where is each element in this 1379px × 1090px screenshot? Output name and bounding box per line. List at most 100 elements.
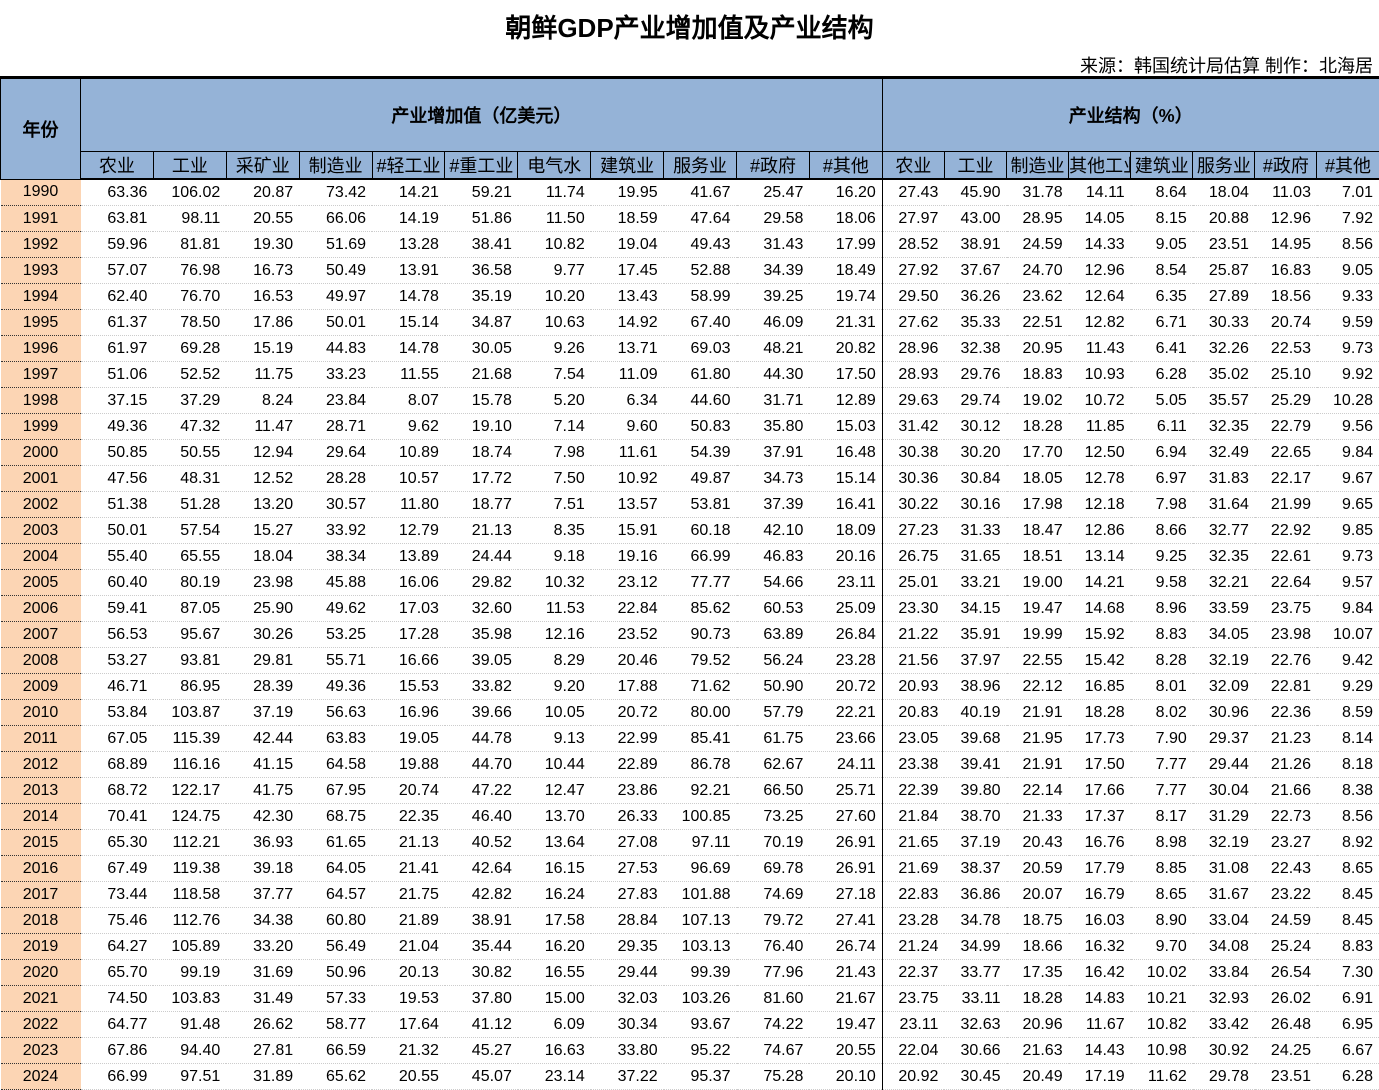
value-cell: 25.47 (737, 179, 810, 206)
value-cell: 47.64 (664, 206, 737, 232)
value-cell: 92.21 (664, 778, 737, 804)
value-cell: 18.05 (1007, 466, 1069, 492)
value-cell: 32.35 (1193, 544, 1255, 570)
value-cell: 35.80 (737, 414, 810, 440)
value-cell: 87.05 (153, 596, 226, 622)
value-cell: 35.91 (944, 622, 1006, 648)
value-cell: 20.96 (1007, 1012, 1069, 1038)
value-cell: 12.47 (518, 778, 591, 804)
value-cell: 29.63 (882, 388, 944, 414)
value-cell: 6.91 (1317, 986, 1379, 1012)
value-cell: 53.25 (299, 622, 372, 648)
value-cell: 15.42 (1069, 648, 1131, 674)
value-cell: 10.28 (1317, 388, 1379, 414)
value-cell: 103.83 (153, 986, 226, 1012)
value-cell: 21.56 (882, 648, 944, 674)
value-cell: 6.35 (1131, 284, 1193, 310)
value-cell: 5.05 (1131, 388, 1193, 414)
value-cell: 24.70 (1007, 258, 1069, 284)
value-cell: 16.20 (518, 934, 591, 960)
year-cell: 2022 (1, 1012, 81, 1038)
value-cell: 29.44 (1193, 752, 1255, 778)
value-cell: 10.98 (1131, 1038, 1193, 1064)
value-cell: 12.89 (809, 388, 882, 414)
column-header: #政府 (1255, 152, 1317, 180)
value-cell: 19.53 (372, 986, 445, 1012)
value-cell: 13.43 (591, 284, 664, 310)
value-cell: 63.36 (81, 179, 154, 206)
value-cell: 17.79 (1069, 856, 1131, 882)
year-cell: 2003 (1, 518, 81, 544)
value-cell: 21.95 (1007, 726, 1069, 752)
value-cell: 31.71 (737, 388, 810, 414)
value-cell: 44.78 (445, 726, 518, 752)
value-cell: 22.37 (882, 960, 944, 986)
value-cell: 9.67 (1317, 466, 1379, 492)
year-cell: 2012 (1, 752, 81, 778)
value-cell: 48.21 (737, 336, 810, 362)
value-cell: 12.52 (226, 466, 299, 492)
column-header: 采矿业 (226, 152, 299, 180)
value-cell: 101.88 (664, 882, 737, 908)
value-cell: 44.70 (445, 752, 518, 778)
value-cell: 28.93 (882, 362, 944, 388)
value-cell: 38.34 (299, 544, 372, 570)
value-cell: 18.04 (226, 544, 299, 570)
value-cell: 8.65 (1317, 856, 1379, 882)
value-cell: 56.53 (81, 622, 154, 648)
value-cell: 22.51 (1007, 310, 1069, 336)
value-cell: 50.01 (81, 518, 154, 544)
year-cell: 1995 (1, 310, 81, 336)
value-cell: 28.71 (299, 414, 372, 440)
year-cell: 2016 (1, 856, 81, 882)
value-cell: 10.63 (518, 310, 591, 336)
value-cell: 11.50 (518, 206, 591, 232)
value-cell: 61.37 (81, 310, 154, 336)
value-cell: 79.72 (737, 908, 810, 934)
value-cell: 42.82 (445, 882, 518, 908)
column-header: #轻工业 (372, 152, 445, 180)
value-cell: 37.97 (944, 648, 1006, 674)
value-cell: 73.44 (81, 882, 154, 908)
value-cell: 21.89 (372, 908, 445, 934)
value-cell: 66.99 (81, 1064, 154, 1090)
value-cell: 13.14 (1069, 544, 1131, 570)
value-cell: 14.68 (1069, 596, 1131, 622)
value-cell: 54.66 (737, 570, 810, 596)
value-cell: 30.36 (882, 466, 944, 492)
value-cell: 27.60 (809, 804, 882, 830)
gdp-table: 年份 产业增加值（亿美元） 产业结构（%） 农业工业采矿业制造业#轻工业#重工业… (0, 76, 1379, 1090)
value-cell: 28.39 (226, 674, 299, 700)
value-cell: 81.60 (737, 986, 810, 1012)
value-cell: 119.38 (153, 856, 226, 882)
value-cell: 51.38 (81, 492, 154, 518)
value-cell: 36.93 (226, 830, 299, 856)
value-cell: 11.53 (518, 596, 591, 622)
value-cell: 9.05 (1131, 232, 1193, 258)
value-cell: 8.92 (1317, 830, 1379, 856)
value-cell: 57.33 (299, 986, 372, 1012)
value-cell: 23.75 (1255, 596, 1317, 622)
value-cell: 34.05 (1193, 622, 1255, 648)
value-cell: 20.72 (809, 674, 882, 700)
value-cell: 18.83 (1007, 362, 1069, 388)
value-cell: 23.98 (1255, 622, 1317, 648)
value-cell: 40.19 (944, 700, 1006, 726)
value-cell: 13.91 (372, 258, 445, 284)
value-added-group-header: 产业增加值（亿美元） (81, 78, 883, 152)
value-cell: 64.58 (299, 752, 372, 778)
value-cell: 7.92 (1317, 206, 1379, 232)
value-cell: 15.27 (226, 518, 299, 544)
value-cell: 21.91 (1007, 752, 1069, 778)
value-cell: 14.78 (372, 336, 445, 362)
value-cell: 21.65 (882, 830, 944, 856)
value-cell: 16.63 (518, 1038, 591, 1064)
value-cell: 33.21 (944, 570, 1006, 596)
value-cell: 19.10 (445, 414, 518, 440)
